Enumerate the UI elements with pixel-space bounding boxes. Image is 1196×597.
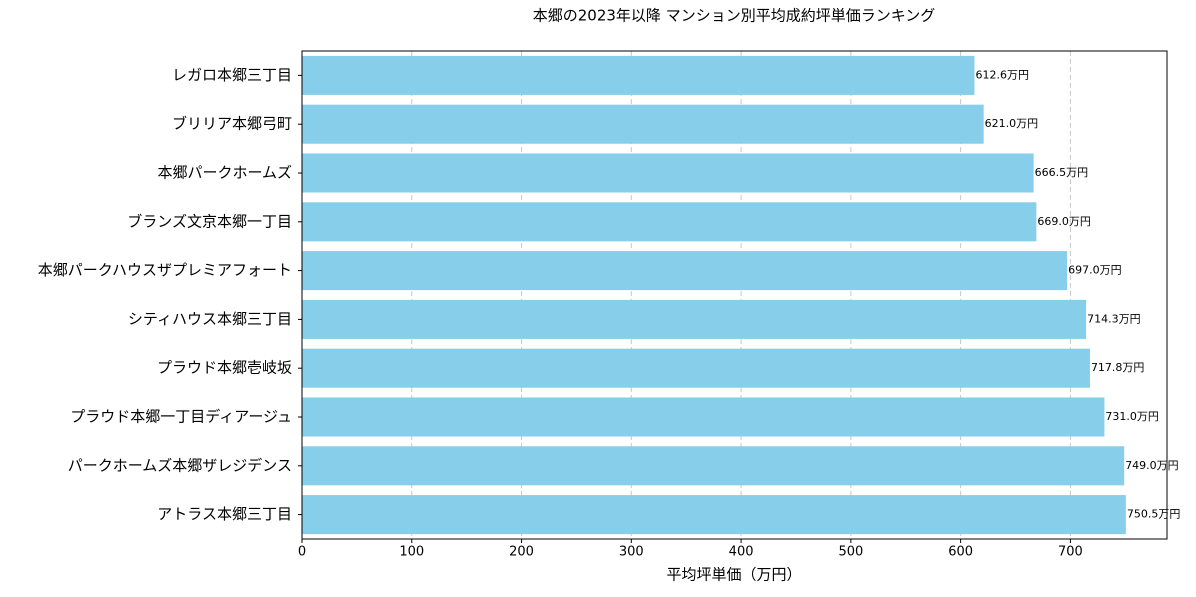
y-tick-label: ブランズ文京本郷一丁目	[127, 212, 292, 230]
chart-title: 本郷の2023年以降 マンション別平均成約坪単価ランキング	[533, 7, 936, 25]
x-tick-label: 500	[838, 545, 863, 560]
value-label: 666.5万円	[1035, 166, 1089, 179]
value-label: 612.6万円	[975, 68, 1029, 81]
x-tick-label: 600	[948, 545, 973, 560]
y-tick-label: プラウド本郷一丁目ディアージュ	[70, 408, 292, 426]
value-label: 714.3万円	[1087, 312, 1141, 325]
value-label: 717.8万円	[1091, 361, 1145, 374]
bar	[302, 202, 1037, 242]
y-tick-label: レガロ本郷三丁目	[172, 66, 292, 84]
bar	[302, 446, 1125, 486]
x-tick-label: 400	[729, 545, 754, 560]
bar	[302, 299, 1087, 339]
x-axis-label: 平均坪単価（万円）	[666, 566, 801, 584]
x-tick-label: 200	[509, 545, 534, 560]
plot-frame	[301, 50, 1168, 540]
x-tick-label: 300	[619, 545, 644, 560]
y-tick-label: シティハウス本郷三丁目	[128, 310, 292, 328]
value-label: 750.5万円	[1127, 508, 1181, 521]
x-tick-label: 0	[298, 545, 306, 560]
y-tick-label: ブリリア本郷弓町	[172, 115, 292, 133]
bar	[302, 397, 1105, 437]
bar	[302, 153, 1034, 193]
x-tick-label: 100	[399, 545, 424, 560]
bar	[302, 251, 1068, 291]
x-tick-label: 700	[1058, 545, 1083, 560]
bar	[302, 495, 1126, 535]
bar	[302, 348, 1090, 388]
y-tick-label: パークホームズ本郷ザレジデンス	[68, 456, 292, 474]
value-label: 731.0万円	[1105, 410, 1159, 423]
value-label: 697.0万円	[1068, 264, 1122, 277]
value-label: 621.0万円	[985, 117, 1038, 130]
y-tick-label: プラウド本郷壱岐坂	[157, 359, 292, 377]
y-tick-label: 本郷パークホームズ	[157, 164, 292, 182]
y-tick-label: 本郷パークハウスザプレミアフォート	[38, 261, 292, 279]
value-label: 749.0万円	[1125, 459, 1179, 472]
value-label: 669.0万円	[1037, 215, 1091, 228]
bar	[302, 55, 975, 95]
bar	[302, 104, 984, 144]
y-tick-label: アトラス本郷三丁目	[157, 505, 292, 523]
